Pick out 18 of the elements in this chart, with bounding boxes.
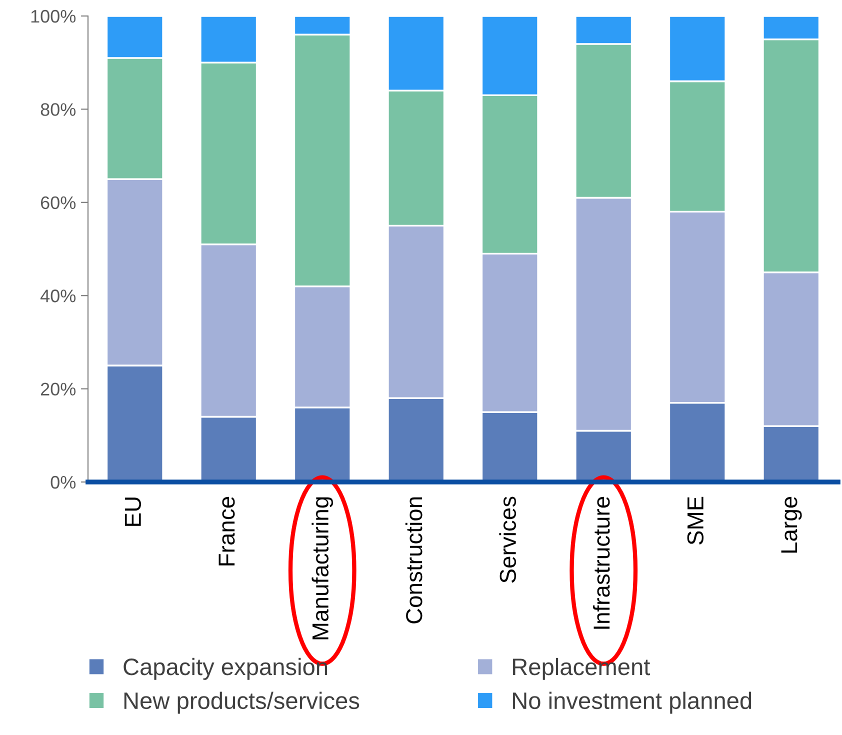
- y-tick-label: 20%: [40, 382, 76, 396]
- x-tick-label: France: [218, 496, 235, 566]
- x-tick-label: Construction: [405, 497, 422, 624]
- x-tick-label: Manufacturing: [312, 497, 334, 640]
- y-tick-label: 0%: [50, 476, 76, 489]
- legend-label: Capacity expansion: [124, 658, 328, 680]
- x-tick-label: Services: [499, 496, 516, 583]
- legend-label: No investment planned: [513, 692, 752, 714]
- x-tick-label: Infrastructure: [592, 496, 610, 629]
- x-tick-label: EU: [125, 498, 142, 526]
- y-tick-label: 100%: [31, 10, 76, 23]
- y-tick-label: 40%: [40, 290, 76, 302]
- y-tick-label: 80%: [40, 103, 76, 116]
- y-tick-label: 60%: [40, 196, 76, 210]
- x-tick-label: Large: [781, 496, 802, 553]
- x-tick-label: SME: [687, 496, 704, 545]
- legend-label: New products/services: [124, 692, 360, 714]
- legend-label: Replacement: [513, 658, 650, 680]
